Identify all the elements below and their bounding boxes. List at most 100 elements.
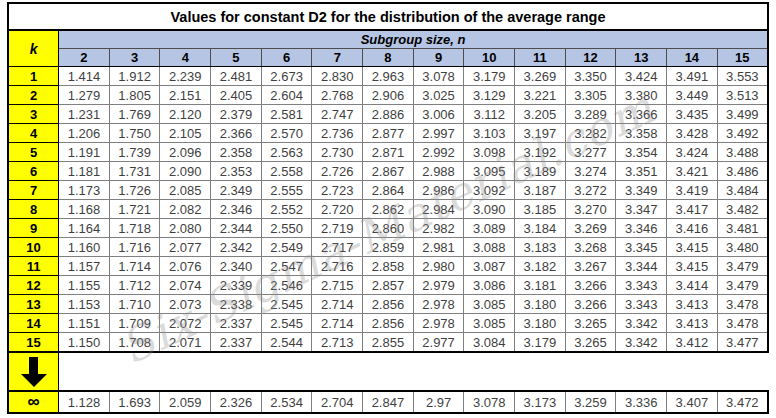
column-header-9: 9 bbox=[413, 49, 464, 67]
d2-value-n14: 3.415 bbox=[667, 238, 718, 257]
d2-value-n2: 1.279 bbox=[59, 86, 110, 105]
d2-value-n5: 2.338 bbox=[211, 295, 262, 314]
column-header-6: 6 bbox=[261, 49, 312, 67]
d2-value-n3: 1.709 bbox=[109, 314, 160, 333]
d2-value-n13: 3.347 bbox=[616, 200, 667, 219]
d2-value-n14: 3.435 bbox=[667, 105, 718, 124]
d2-value-infinity-n5: 2.326 bbox=[211, 391, 262, 413]
d2-value-n9: 2.981 bbox=[413, 238, 464, 257]
d2-value-n12: 3.277 bbox=[565, 143, 616, 162]
k-value: 12 bbox=[8, 276, 59, 295]
table-row-k3: 31.2311.7692.1202.3792.5812.7472.8863.00… bbox=[8, 105, 768, 124]
d2-value-n12: 3.289 bbox=[565, 105, 616, 124]
d2-value-n14: 3.419 bbox=[667, 181, 718, 200]
d2-value-n2: 1.153 bbox=[59, 295, 110, 314]
d2-value-n15: 3.482 bbox=[717, 200, 768, 219]
d2-value-n13: 3.342 bbox=[616, 314, 667, 333]
d2-value-n5: 2.481 bbox=[211, 67, 262, 86]
d2-value-n10: 3.098 bbox=[464, 143, 515, 162]
d2-constants-sheet: Values for constant D2 for the distribut… bbox=[7, 2, 769, 414]
table-row-k4: 41.2061.7502.1052.3662.5702.7362.8772.99… bbox=[8, 124, 768, 143]
d2-value-n6: 2.570 bbox=[261, 124, 312, 143]
d2-value-n15: 3.480 bbox=[717, 238, 768, 257]
d2-value-n13: 3.343 bbox=[616, 295, 667, 314]
d2-value-n5: 2.342 bbox=[211, 238, 262, 257]
d2-value-n15: 3.481 bbox=[717, 219, 768, 238]
d2-value-infinity-n15: 3.472 bbox=[717, 391, 768, 413]
d2-value-n3: 1.714 bbox=[109, 257, 160, 276]
table-row-k14: 141.1511.7092.0722.3372.5452.7142.8562.9… bbox=[8, 314, 768, 333]
d2-value-n8: 2.886 bbox=[363, 105, 414, 124]
table-row-k7: 71.1731.7262.0852.3492.5552.7232.8642.98… bbox=[8, 181, 768, 200]
d2-value-n7: 2.715 bbox=[312, 276, 363, 295]
d2-value-n15: 3.488 bbox=[717, 143, 768, 162]
k-value: 6 bbox=[8, 162, 59, 181]
d2-value-n3: 1.731 bbox=[109, 162, 160, 181]
d2-value-infinity-n7: 2.704 bbox=[312, 391, 363, 413]
d2-value-n7: 2.717 bbox=[312, 238, 363, 257]
d2-value-n12: 3.272 bbox=[565, 181, 616, 200]
d2-value-n12: 3.265 bbox=[565, 333, 616, 353]
d2-value-n7: 2.713 bbox=[312, 333, 363, 353]
d2-value-n3: 1.716 bbox=[109, 238, 160, 257]
d2-value-n5: 2.337 bbox=[211, 333, 262, 353]
d2-value-n8: 2.867 bbox=[363, 162, 414, 181]
down-arrow-icon bbox=[21, 357, 47, 387]
d2-value-n10: 3.085 bbox=[464, 314, 515, 333]
d2-value-n6: 2.563 bbox=[261, 143, 312, 162]
k-column-extension bbox=[7, 353, 59, 390]
d2-value-infinity-n2: 1.128 bbox=[59, 391, 110, 413]
d2-value-n15: 3.479 bbox=[717, 276, 768, 295]
d2-value-n13: 3.351 bbox=[616, 162, 667, 181]
d2-value-n10: 3.085 bbox=[464, 295, 515, 314]
d2-value-n13: 3.349 bbox=[616, 181, 667, 200]
d2-value-n14: 3.416 bbox=[667, 219, 718, 238]
d2-value-n2: 1.157 bbox=[59, 257, 110, 276]
d2-value-n3: 1.712 bbox=[109, 276, 160, 295]
d2-value-n6: 2.558 bbox=[261, 162, 312, 181]
d2-value-n15: 3.484 bbox=[717, 181, 768, 200]
d2-value-n13: 3.380 bbox=[616, 86, 667, 105]
d2-value-n8: 2.963 bbox=[363, 67, 414, 86]
d2-value-infinity-n6: 2.534 bbox=[261, 391, 312, 413]
k-value: 5 bbox=[8, 143, 59, 162]
d2-value-infinity-n9: 2.97 bbox=[413, 391, 464, 413]
k-value: 4 bbox=[8, 124, 59, 143]
d2-value-n11: 3.192 bbox=[515, 143, 566, 162]
subgroup-size-header: Subgroup size, n bbox=[59, 30, 768, 49]
d2-value-n3: 1.708 bbox=[109, 333, 160, 353]
d2-value-n15: 3.513 bbox=[717, 86, 768, 105]
d2-value-n9: 2.992 bbox=[413, 143, 464, 162]
d2-value-n6: 2.555 bbox=[261, 181, 312, 200]
d2-value-infinity-n4: 2.059 bbox=[160, 391, 211, 413]
d2-value-n10: 3.092 bbox=[464, 181, 515, 200]
d2-value-n2: 1.206 bbox=[59, 124, 110, 143]
d2-value-n10: 3.129 bbox=[464, 86, 515, 105]
d2-value-n10: 3.084 bbox=[464, 333, 515, 353]
d2-value-n3: 1.739 bbox=[109, 143, 160, 162]
column-header-8: 8 bbox=[363, 49, 414, 67]
d2-value-n8: 2.858 bbox=[363, 257, 414, 276]
d2-value-n6: 2.673 bbox=[261, 67, 312, 86]
column-header-4: 4 bbox=[160, 49, 211, 67]
d2-value-n3: 1.912 bbox=[109, 67, 160, 86]
d2-value-n9: 2.988 bbox=[413, 162, 464, 181]
d2-value-n7: 2.726 bbox=[312, 162, 363, 181]
d2-table: Values for constant D2 for the distribut… bbox=[7, 2, 769, 353]
k-value: 14 bbox=[8, 314, 59, 333]
d2-value-n11: 3.205 bbox=[515, 105, 566, 124]
d2-value-n8: 2.862 bbox=[363, 200, 414, 219]
d2-value-n11: 3.185 bbox=[515, 200, 566, 219]
d2-value-n7: 2.768 bbox=[312, 86, 363, 105]
d2-value-n8: 2.855 bbox=[363, 333, 414, 353]
d2-value-n11: 3.187 bbox=[515, 181, 566, 200]
k-value: 13 bbox=[8, 295, 59, 314]
d2-value-n8: 2.856 bbox=[363, 314, 414, 333]
column-header-15: 15 bbox=[717, 49, 768, 67]
d2-value-n10: 3.103 bbox=[464, 124, 515, 143]
d2-value-n11: 3.183 bbox=[515, 238, 566, 257]
d2-value-n14: 3.412 bbox=[667, 333, 718, 353]
column-header-14: 14 bbox=[667, 49, 718, 67]
d2-value-n11: 3.221 bbox=[515, 86, 566, 105]
d2-value-n9: 2.978 bbox=[413, 295, 464, 314]
